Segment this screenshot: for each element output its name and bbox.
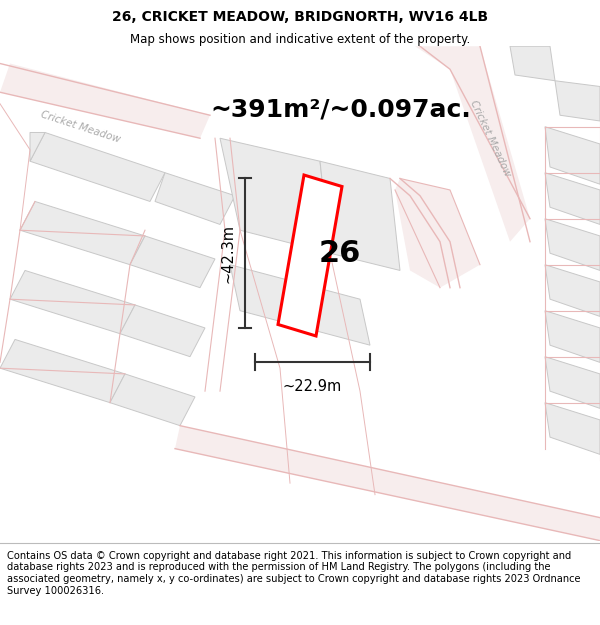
Polygon shape: [120, 305, 205, 357]
Polygon shape: [545, 402, 600, 454]
Polygon shape: [545, 265, 600, 316]
Polygon shape: [415, 46, 530, 242]
Polygon shape: [545, 311, 600, 362]
Polygon shape: [320, 161, 400, 271]
Polygon shape: [545, 219, 600, 271]
Polygon shape: [155, 173, 235, 224]
Polygon shape: [395, 179, 480, 288]
Polygon shape: [0, 339, 125, 402]
Polygon shape: [555, 81, 600, 121]
Polygon shape: [20, 201, 145, 265]
Polygon shape: [0, 64, 210, 138]
Polygon shape: [110, 374, 195, 426]
Polygon shape: [545, 127, 600, 184]
Polygon shape: [545, 173, 600, 224]
Text: Cricket Meadow: Cricket Meadow: [468, 99, 512, 178]
Text: Cricket Meadow: Cricket Meadow: [39, 109, 121, 144]
Text: ~391m²/~0.097ac.: ~391m²/~0.097ac.: [210, 98, 471, 121]
Text: 26: 26: [319, 239, 361, 268]
Polygon shape: [510, 46, 555, 81]
Polygon shape: [30, 132, 45, 161]
Polygon shape: [10, 271, 135, 334]
Polygon shape: [30, 132, 165, 201]
Polygon shape: [230, 265, 305, 328]
Polygon shape: [220, 138, 330, 253]
Text: Map shows position and indicative extent of the property.: Map shows position and indicative extent…: [130, 33, 470, 46]
Polygon shape: [175, 426, 600, 541]
Text: ~22.9m: ~22.9m: [283, 379, 342, 394]
Polygon shape: [545, 357, 600, 408]
Text: 26, CRICKET MEADOW, BRIDGNORTH, WV16 4LB: 26, CRICKET MEADOW, BRIDGNORTH, WV16 4LB: [112, 10, 488, 24]
Polygon shape: [130, 236, 215, 288]
Text: ~42.3m: ~42.3m: [220, 224, 235, 282]
Polygon shape: [295, 282, 370, 345]
Polygon shape: [278, 175, 342, 336]
Text: Contains OS data © Crown copyright and database right 2021. This information is : Contains OS data © Crown copyright and d…: [7, 551, 581, 596]
